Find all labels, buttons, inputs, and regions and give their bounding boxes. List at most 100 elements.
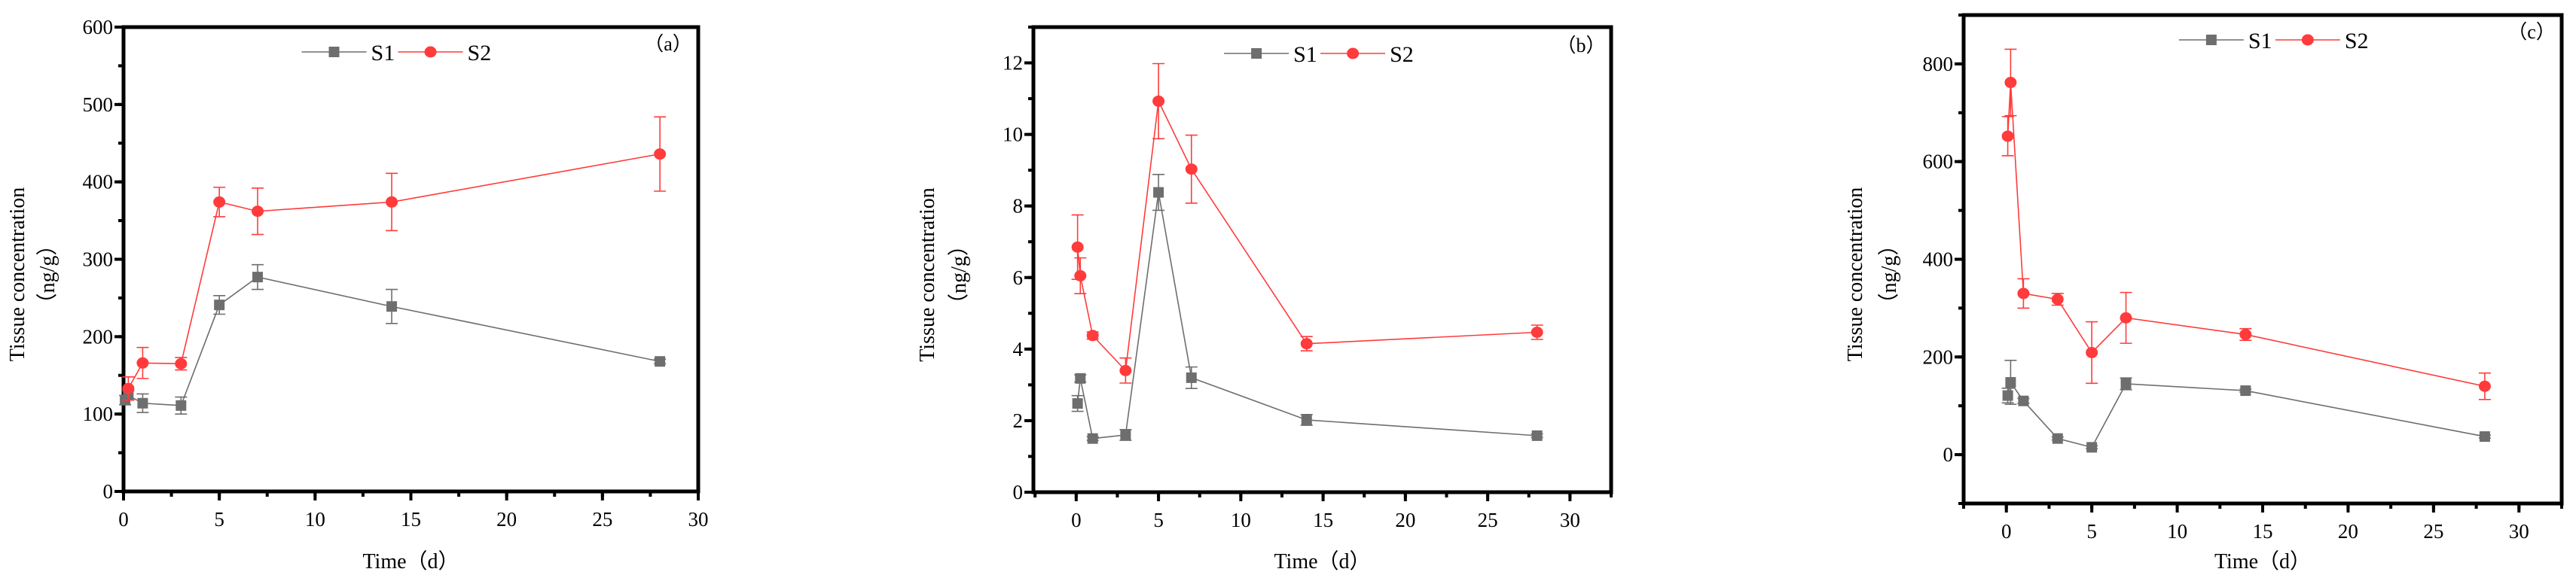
data-point-square	[2086, 442, 2098, 453]
plot-frame	[121, 25, 700, 494]
data-point-circle	[1086, 330, 1099, 342]
data-point-circle	[1531, 327, 1543, 339]
legend-label: S2	[1390, 42, 1414, 67]
data-point-circle	[122, 382, 135, 394]
y-tick-label: 500	[83, 93, 114, 116]
x-tick-label: 5	[1153, 509, 1164, 531]
data-point-circle	[2120, 312, 2132, 324]
series-line	[1076, 99, 1537, 373]
x-tick-label: 0	[2001, 520, 2012, 543]
y-tick-label: 0	[1013, 481, 1024, 503]
y-tick-label: 0	[1943, 443, 1954, 466]
data-point-circle	[1119, 364, 1132, 376]
x-axis-title: Time（d）	[1274, 549, 1370, 573]
data-point-square	[1075, 373, 1086, 384]
data-point-square	[2005, 377, 2016, 388]
legend-square-icon	[2205, 35, 2217, 45]
x-tick-label: 30	[688, 508, 709, 531]
series-S2	[122, 116, 667, 401]
data-point-square	[137, 397, 148, 409]
panel-label: （b）	[1556, 35, 1605, 56]
data-point-square	[1087, 433, 1098, 444]
data-point-square	[1186, 372, 1197, 383]
legend-label: S1	[1293, 42, 1317, 67]
data-point-circle	[2239, 328, 2252, 340]
x-tick-label: 15	[1313, 509, 1333, 531]
chart-panel-0: 0 100 200 300 400 500 600 0 5 10 15 20 25 30 Time（d） Ti…	[6, 16, 709, 573]
y-tick-label: 6	[1013, 266, 1024, 289]
y-tick-label: 300	[83, 248, 114, 271]
chart-panel-2: 0 200 400 600 800 0 5 10 15 20 25 30 Time（d） Tissue c…	[1844, 13, 2564, 573]
chart-panel-1: 0 2 4 6 8 10 12 0 5 10 15 20 25 30 Time（d） Tissue conce…	[916, 25, 1613, 573]
data-point-square	[252, 272, 264, 283]
data-point-circle	[2478, 380, 2491, 392]
x-tick-label: 0	[1071, 509, 1082, 531]
x-tick-label: 25	[1478, 509, 1498, 531]
x-tick-label: 25	[2423, 520, 2443, 543]
y-tick-label: 100	[83, 403, 114, 425]
x-tick-label: 15	[401, 508, 421, 531]
legend-square-icon	[328, 47, 340, 57]
data-point-square	[2479, 431, 2490, 443]
plot-frame	[1961, 13, 2564, 506]
legend-circle-icon	[1347, 47, 1360, 59]
y-axis-unit: （ng/g）	[1877, 235, 1901, 315]
data-point-square	[2240, 385, 2251, 397]
data-point-circle	[2001, 130, 2014, 142]
legend-label: S2	[468, 41, 492, 65]
x-tick-label: 30	[2509, 520, 2529, 543]
legend-label: S1	[2248, 29, 2272, 53]
series-S1	[2001, 360, 2491, 453]
legend-label: S2	[2345, 29, 2369, 53]
x-tick-label: 0	[118, 508, 129, 531]
x-tick-label: 10	[2167, 520, 2187, 543]
x-axis-title: Time（d）	[362, 549, 459, 573]
data-point-circle	[1071, 241, 1084, 253]
data-point-circle	[654, 148, 667, 160]
legend: S1 S2	[301, 41, 492, 65]
y-tick-label: 400	[83, 171, 114, 193]
data-point-circle	[1300, 338, 1313, 350]
data-point-circle	[136, 357, 149, 369]
series-line	[124, 276, 661, 406]
data-point-square	[386, 301, 398, 312]
panel-label: （a）	[644, 33, 692, 55]
data-point-square	[1153, 187, 1164, 198]
y-tick-label: 0	[103, 480, 114, 503]
legend-circle-icon	[2301, 34, 2314, 46]
data-point-circle	[2017, 287, 2030, 300]
x-axis-title: Time（d）	[2214, 549, 2311, 573]
x-tick-label: 30	[1560, 509, 1580, 531]
plot-frame	[1031, 25, 1613, 494]
data-point-square	[2018, 395, 2029, 406]
data-point-square	[175, 400, 187, 411]
y-tick-label: 12	[1003, 52, 1023, 75]
series-line	[1076, 192, 1537, 440]
y-axis-unit: （ng/g）	[35, 235, 60, 315]
y-tick-label: 4	[1013, 338, 1024, 360]
x-tick-label: 5	[214, 508, 224, 531]
x-tick-label: 10	[1231, 509, 1251, 531]
y-tick-label: 2	[1013, 409, 1024, 432]
data-point-circle	[213, 196, 226, 208]
y-axis-unit: （ng/g）	[947, 235, 971, 315]
data-point-square	[655, 356, 666, 367]
data-point-square	[214, 300, 225, 311]
data-point-circle	[1074, 269, 1087, 281]
data-point-square	[1072, 398, 1083, 409]
y-tick-label: 8	[1013, 195, 1024, 217]
x-tick-label: 5	[2086, 520, 2097, 543]
y-tick-label: 600	[83, 16, 114, 38]
legend-label: S1	[371, 41, 395, 65]
series-line	[2007, 82, 2486, 388]
x-tick-label: 20	[2338, 520, 2358, 543]
data-point-square	[1120, 429, 1131, 440]
legend: S1 S2	[1224, 42, 1414, 67]
y-tick-label: 200	[1923, 345, 1954, 368]
y-tick-label: 10	[1003, 123, 1023, 146]
x-tick-label: 20	[496, 508, 517, 531]
series-S2	[1071, 62, 1543, 384]
legend: S1 S2	[2178, 29, 2369, 53]
data-point-square	[2002, 390, 2013, 401]
